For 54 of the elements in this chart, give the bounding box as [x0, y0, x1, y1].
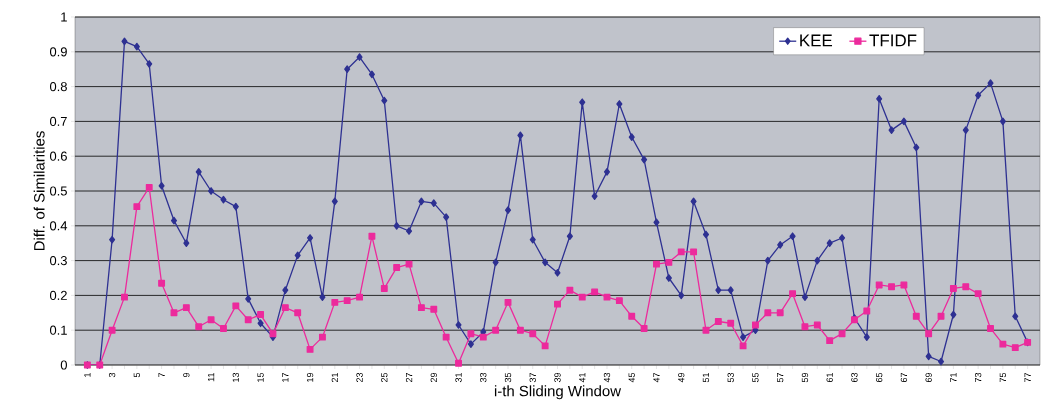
- x-tick-label: 25: [381, 372, 388, 383]
- x-tick-label: 69: [925, 372, 932, 383]
- legend-label: KEE: [800, 34, 833, 47]
- x-tick-label: 5: [133, 372, 140, 378]
- x-tick-label: 19: [306, 372, 314, 382]
- x-tick-label: 67: [900, 372, 908, 383]
- x-tick-label: 29: [430, 372, 437, 383]
- y-tick-label: 0.3: [49, 256, 67, 266]
- x-tick-label: 1: [84, 372, 91, 377]
- x-tick-label: 39: [554, 372, 561, 383]
- x-tick-label: 33: [480, 372, 487, 383]
- x-tick-label: 37: [529, 372, 536, 383]
- x-tick-label: 27: [405, 372, 413, 383]
- x-tick-label: 7: [158, 372, 165, 378]
- y-tick-label: 0: [60, 360, 67, 370]
- x-tick-label: 57: [777, 372, 784, 383]
- x-tick-label: 65: [875, 372, 883, 383]
- x-tick-label: 75: [999, 372, 1007, 383]
- x-tick-label: 45: [628, 372, 635, 383]
- x-tick-label: 41: [579, 372, 586, 383]
- x-tick-label: 73: [974, 372, 982, 383]
- x-tick-label: 9: [183, 372, 190, 378]
- x-tick-label: 49: [678, 372, 685, 383]
- legend-label: TFIDF: [869, 34, 917, 47]
- x-tick-label: 11: [208, 372, 215, 382]
- x-tick-label: 21: [331, 372, 338, 383]
- x-tick-label: 23: [356, 372, 363, 383]
- x-tick-label: 3: [108, 372, 116, 378]
- x-tick-label: 63: [851, 372, 858, 383]
- x-tick-label: 55: [752, 372, 759, 383]
- x-tick-label: 47: [653, 372, 660, 383]
- y-tick-label: 0.9: [49, 47, 67, 57]
- y-axis-title: Diff. of Similarities: [33, 131, 45, 251]
- y-tick-label: 0.4: [49, 221, 68, 231]
- y-tick-label: 1: [61, 12, 67, 22]
- y-tick-label: 0.5: [49, 186, 67, 196]
- x-tick-label: 59: [801, 372, 809, 383]
- x-tick-label: 61: [826, 372, 833, 383]
- y-tick-label: 0.7: [49, 116, 67, 126]
- x-tick-label: 15: [257, 372, 264, 382]
- y-tick-label: 0.2: [49, 290, 67, 300]
- y-tick-label: 0.8: [49, 82, 67, 92]
- x-tick-label: 17: [282, 372, 289, 382]
- x-tick-label: 71: [950, 372, 957, 383]
- x-tick-label: 13: [232, 372, 240, 382]
- x-tick-label: 35: [504, 372, 512, 383]
- x-axis-title: i-th Sliding Window: [494, 385, 622, 400]
- y-tick-label: 0.6: [49, 151, 67, 161]
- x-tick-label: 53: [727, 372, 734, 383]
- x-tick-label: 77: [1024, 372, 1031, 383]
- x-tick-label: 31: [455, 372, 462, 383]
- x-tick-label: 51: [702, 372, 710, 383]
- y-tick-label: 0.1: [49, 325, 67, 335]
- x-tick-label: 43: [603, 372, 611, 383]
